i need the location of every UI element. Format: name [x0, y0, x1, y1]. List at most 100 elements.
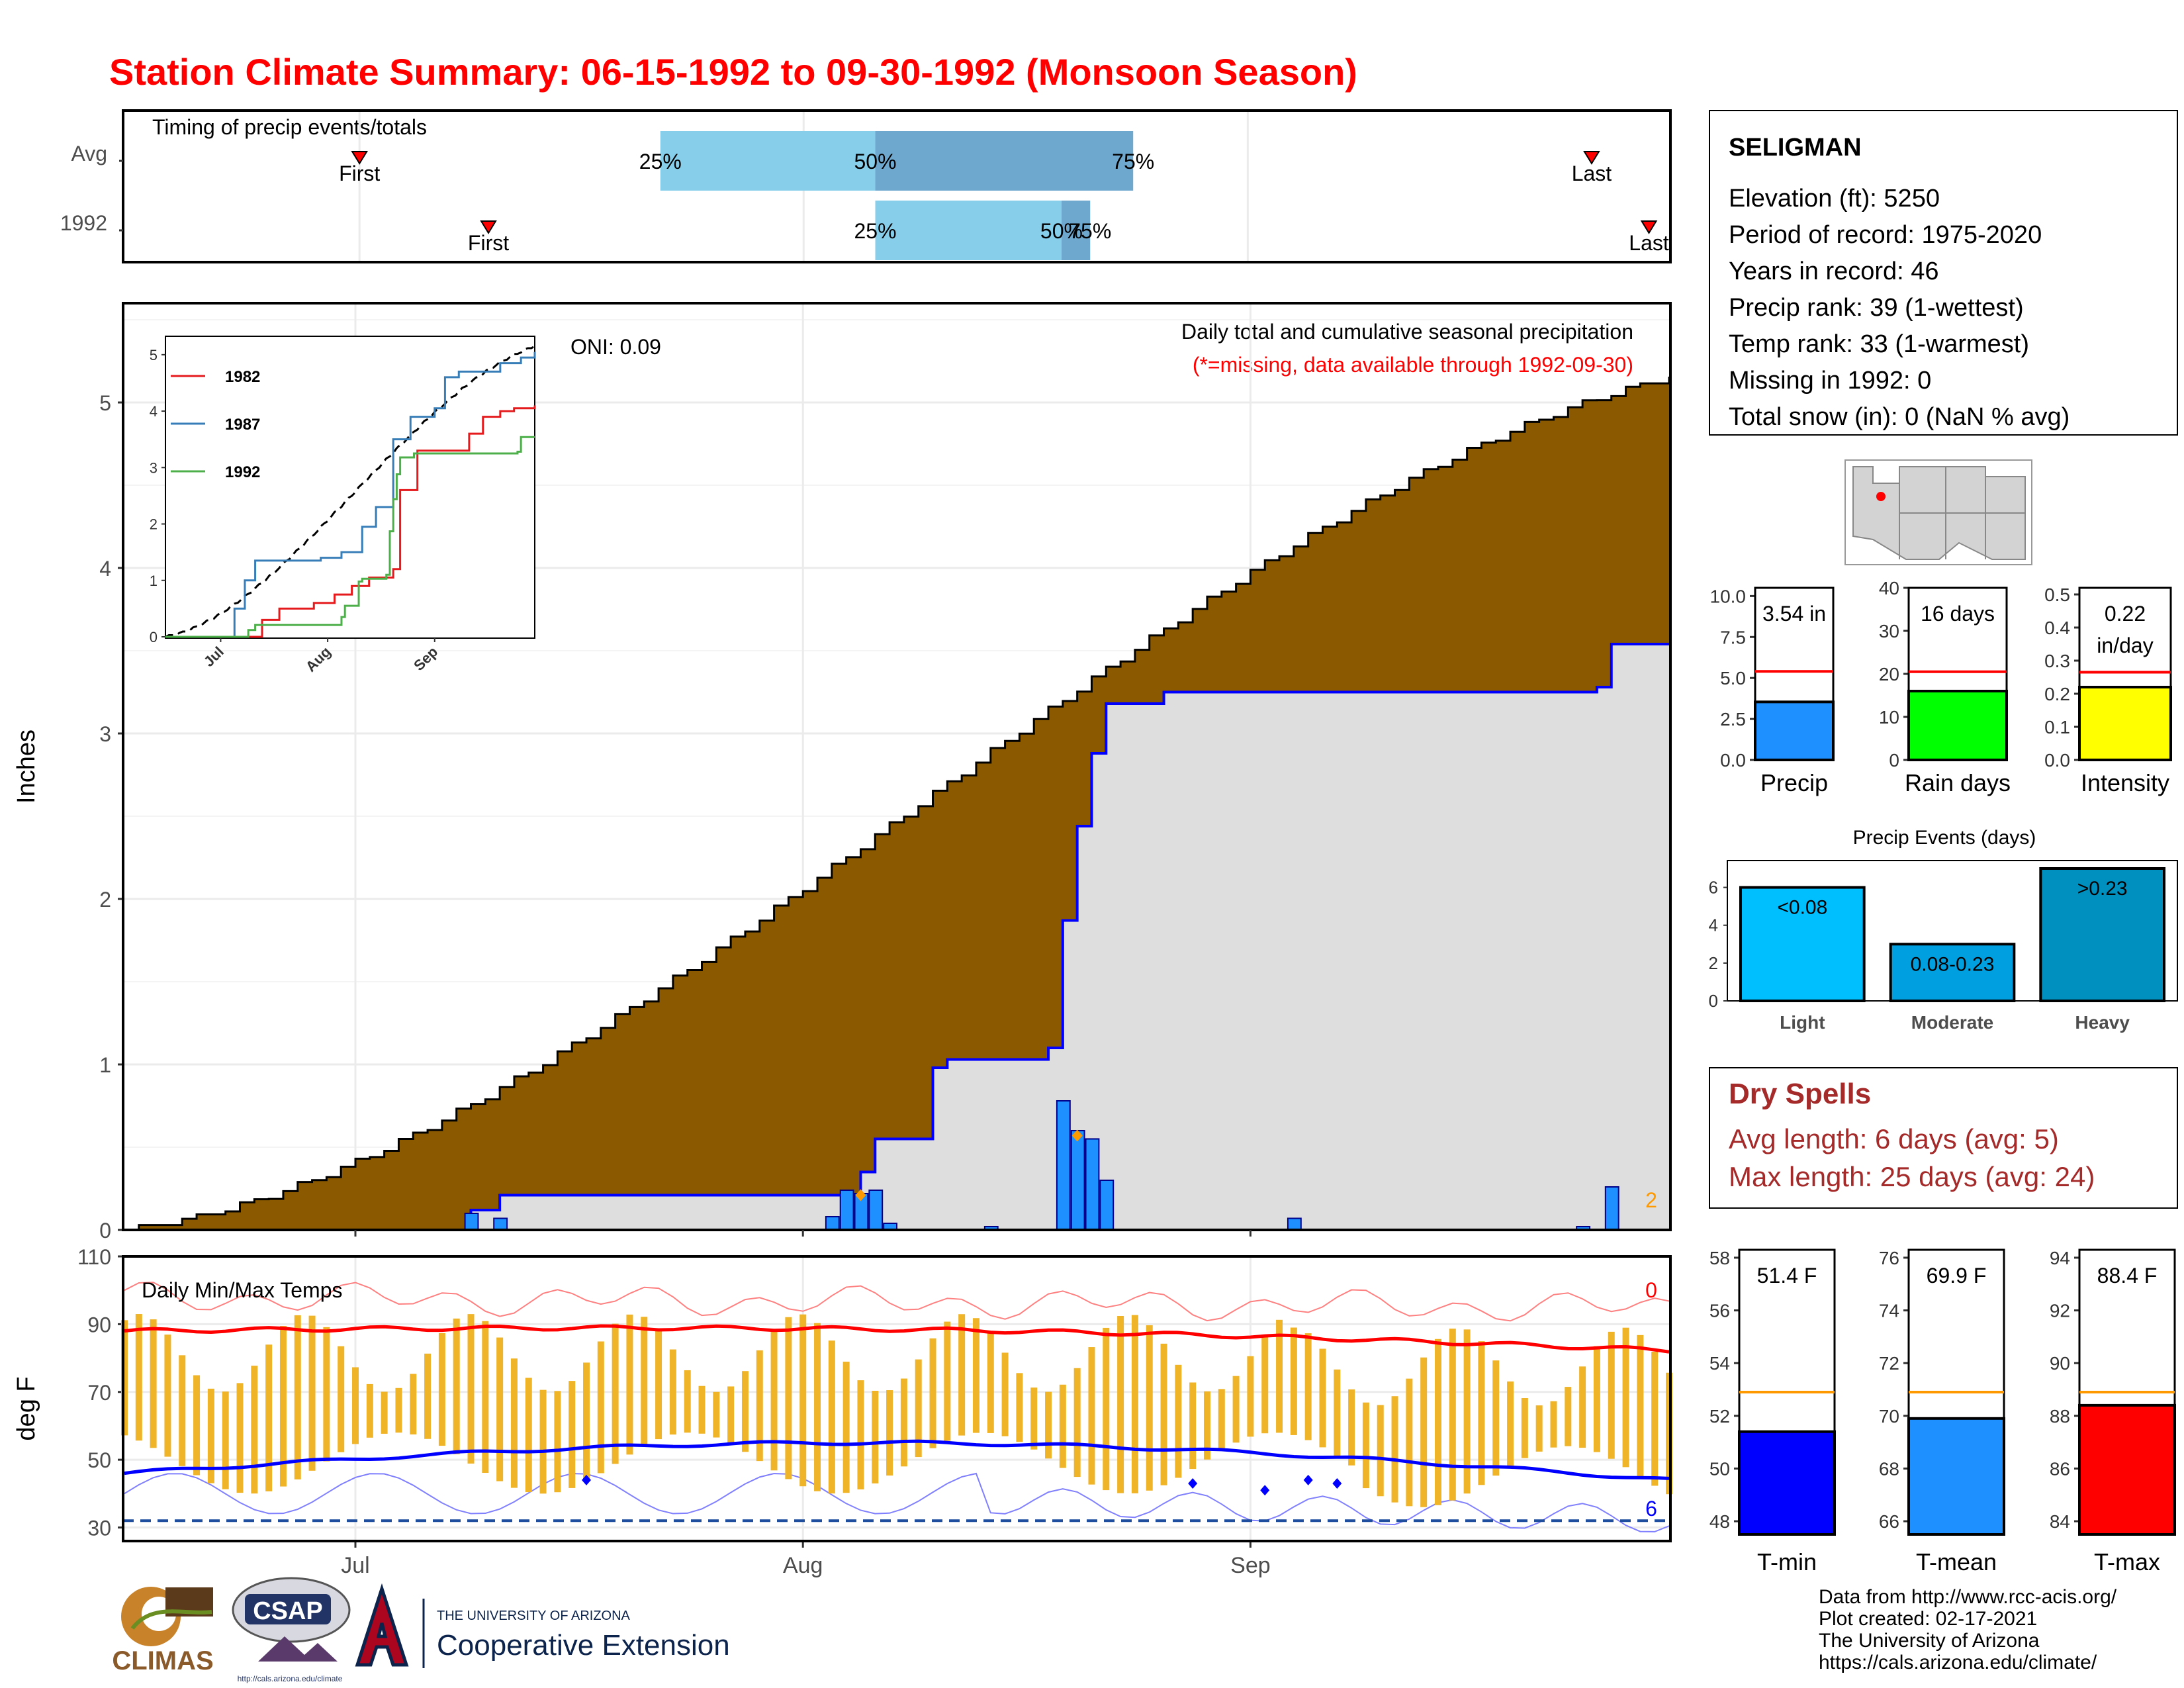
credit-university: The University of Arizona — [1819, 1630, 2040, 1652]
inset-avg-line — [165, 345, 535, 638]
map-state-borders — [1899, 467, 2025, 559]
daily-temp-bar — [626, 1314, 633, 1455]
timing-title: Timing of precip events/totals — [152, 115, 427, 139]
daily-precip-bar — [493, 1217, 508, 1231]
daily-temp-bar — [1001, 1352, 1009, 1436]
precip-ytick-label: 1 — [99, 1053, 111, 1077]
temp-title: Daily Min/Max Temps — [142, 1278, 342, 1302]
daily-temp-bar — [1478, 1341, 1485, 1485]
daily-temp-bar — [713, 1391, 720, 1438]
station-missing: Missing in 1992: 0 — [1729, 367, 1931, 395]
daily-temp-bar — [1045, 1391, 1052, 1459]
daily-temp-bar — [583, 1362, 590, 1482]
daily-temp-bar — [1016, 1373, 1023, 1442]
daily-temp-bar — [207, 1388, 214, 1483]
inset-ytick-label: 4 — [150, 403, 158, 420]
daily-temp-bar — [1261, 1335, 1269, 1434]
small-chart-ytick-label: 0.3 — [2044, 651, 2070, 671]
daily-precip-bar — [1085, 1138, 1100, 1231]
daily-temp-bar — [655, 1329, 662, 1440]
daily-temp-bar — [179, 1355, 186, 1466]
small-chart-ytick-label: 10.0 — [1710, 586, 1747, 606]
events-category-label: Light — [1780, 1012, 1825, 1033]
climas-logo-stem — [130, 1609, 212, 1630]
daily-precip-bar — [1099, 1180, 1115, 1231]
daily-temp-bar — [308, 1315, 316, 1471]
events-category-label: Heavy — [2075, 1012, 2130, 1033]
avg-cumulative-line — [124, 377, 1670, 1231]
station-snow: Total snow (in): 0 (NaN % avg) — [1729, 403, 2070, 431]
daily-temp-bar — [1377, 1405, 1384, 1497]
small-chart-ytick-label: 0.1 — [2044, 717, 2070, 737]
small-chart-ytick-label: 40 — [1879, 578, 1899, 598]
last-event-label: Last — [1629, 231, 1669, 255]
dry-spells-title: Dry Spells — [1729, 1078, 1871, 1110]
small-chart-ytick-label: 0.2 — [2044, 684, 2070, 704]
temp-ylabel: deg F — [13, 1376, 40, 1440]
daily-temp-bar — [1059, 1384, 1066, 1468]
station-info-frame — [1709, 110, 2178, 436]
daily-temp-bar — [1103, 1327, 1110, 1491]
p75-label: 75% — [1112, 150, 1154, 173]
record-low-count: 6 — [1645, 1497, 1657, 1521]
daily-temp-bar — [987, 1332, 994, 1433]
daily-temp-bar — [1391, 1396, 1398, 1503]
daily-temp-bar — [222, 1391, 229, 1489]
events-bar-label: 0.08-0.23 — [1911, 953, 1995, 975]
small-chart-ytick-label: 74 — [1879, 1301, 1899, 1321]
station-location-dot — [1876, 492, 1886, 501]
daily-temp-bar — [135, 1314, 142, 1441]
daily-temp-bar — [1434, 1338, 1441, 1505]
small-chart-title: Intensity — [2081, 769, 2169, 796]
precip-events-chart: Precip Events (days) 0 2 4 6 <0.08 Light 0.08-… — [1709, 827, 2178, 1033]
ua-big-text: Cooperative Extension — [437, 1629, 730, 1662]
daily-temp-bar — [669, 1349, 676, 1435]
daily-temp-bar — [1449, 1329, 1456, 1501]
daily-temp-bar — [381, 1391, 388, 1434]
temperature-panel: deg F 30 50 70 90 110 Jul Aug Sep Daily Min/Max … — [13, 1245, 1672, 1578]
small-chart-ytick-label: 52 — [1709, 1406, 1730, 1427]
daily-temp-bar — [265, 1344, 273, 1491]
p75-label: 75% — [1069, 219, 1111, 243]
avg-max-temp-line — [124, 1324, 1670, 1354]
daily-temp-bar — [741, 1371, 749, 1452]
daily-temp-bar — [770, 1330, 778, 1471]
cumulative-1992-area — [123, 644, 1670, 1230]
daily-temp-bar — [756, 1350, 763, 1462]
p25-label: 25% — [854, 219, 897, 243]
temp-xtick-label: Sep — [1230, 1553, 1271, 1578]
daily-temp-bar — [1146, 1325, 1153, 1491]
small-chart-value-bar — [1738, 1430, 1836, 1536]
temp-ytick-label: 50 — [87, 1448, 111, 1472]
events-ytick-label: 4 — [1709, 915, 1718, 935]
record-low-marker — [1188, 1477, 1198, 1489]
temp-ytick-label: 90 — [87, 1313, 111, 1336]
daily-temp-bar — [338, 1346, 345, 1452]
dry-spells-max: Max length: 25 days (avg: 24) — [1729, 1161, 2095, 1192]
inset-ytick-label: 5 — [150, 347, 158, 363]
timing-panel: Timing of precip events/totals Avg 1992 … — [60, 109, 1672, 263]
first-event-marker — [480, 220, 497, 234]
inset-legend-label: 1982 — [225, 368, 260, 386]
small-chart-ytick-label: 54 — [1709, 1353, 1730, 1374]
timing-row-label-1992: 1992 — [60, 211, 107, 235]
inset-ytick-label: 3 — [150, 459, 158, 476]
daily-temp-bar — [510, 1358, 518, 1488]
events-ytick-label: 0 — [1709, 991, 1718, 1011]
daily-temp-bar — [525, 1378, 532, 1493]
climas-logo-text: CLIMAS — [112, 1646, 213, 1675]
daily-temp-bar — [958, 1314, 966, 1436]
station-name: SELIGMAN — [1729, 134, 1862, 162]
daily-temp-bar — [1362, 1402, 1369, 1489]
daily-temp-bar — [1651, 1351, 1659, 1486]
daily-temp-bar — [1319, 1348, 1326, 1448]
daily-temp-bar — [482, 1321, 489, 1473]
daily-temp-bar — [799, 1314, 807, 1487]
small-chart-ytick-label: 0.4 — [2044, 618, 2070, 638]
small-chart-value-bar — [1754, 700, 1835, 762]
inset-ytick-label: 2 — [150, 516, 158, 533]
daily-temp-bar — [1232, 1376, 1240, 1443]
daily-temp-bar — [1189, 1382, 1197, 1470]
daily-temp-bar — [1521, 1398, 1528, 1458]
